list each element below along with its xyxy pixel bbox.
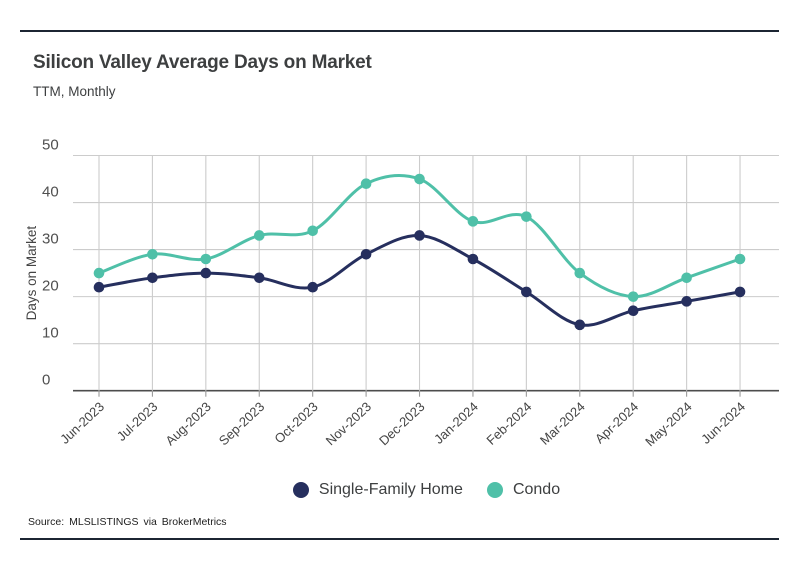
data-point-single-family-home-Aug-2023 [200,267,212,279]
legend-item-condo: Condo [486,481,561,499]
y-tick-label: 20 [42,278,59,295]
data-point-condo-Nov-2023 [360,178,372,190]
data-point-single-family-home-Jul-2023 [147,272,158,284]
data-point-condo-Feb-2024 [521,211,532,222]
legend-item-single-family-home: Single-Family Home [292,481,463,499]
legend-label-condo: Condo [512,481,561,498]
y-tick-label: 40 [42,184,59,201]
data-point-single-family-home-Nov-2023 [360,248,372,260]
data-point-condo-Mar-2024 [574,267,586,279]
x-tick-label: Oct-2023 [271,399,320,446]
legend-dot-condo [486,482,503,498]
data-point-single-family-home-May-2024 [681,296,692,307]
x-tick-label: Jun-2024 [698,399,748,447]
chart-legend: Single-Family Home Condo [73,477,780,503]
x-tick-label: Feb-2024 [483,399,534,448]
y-tick-label: 10 [42,325,59,342]
x-tick-label: Aug-2023 [162,399,213,448]
source-note: Source: MLSLISTINGS via BrokerMetrics [28,516,227,528]
x-tick-label: Mar-2024 [537,399,588,448]
x-tick-label: Jun-2023 [57,399,107,447]
chart-title: Silicon Valley Average Days on Market [33,52,372,73]
y-tick-label: 50 [42,137,59,154]
line-chart: 0 10 20 30 40 50 Jun-2023 Jul-2023 Aug-2023 Sep-2… [24,137,779,449]
data-point-condo-Sep-2023 [253,230,265,241]
x-tick-label: Jul-2023 [114,399,161,444]
data-point-single-family-home-Dec-2023 [414,230,425,241]
data-point-single-family-home-Jun-2024 [734,286,746,298]
x-tick-label: Dec-2023 [376,399,427,448]
data-point-single-family-home-Apr-2024 [627,305,639,317]
legend-label-single-family-home: Single-Family Home [318,481,463,498]
y-tick-label: 0 [42,372,50,389]
y-tick-label: 30 [42,231,59,248]
data-point-condo-Jan-2024 [467,216,479,227]
legend-dot-single-family-home [292,482,309,498]
bottom-divider [20,538,779,540]
x-tick-label: Nov-2023 [323,399,374,448]
data-point-single-family-home-Jun-2023 [93,281,105,293]
data-point-condo-Jun-2024 [734,253,746,265]
data-point-single-family-home-Feb-2024 [521,286,532,298]
data-point-condo-Oct-2023 [307,225,318,237]
data-point-condo-Jul-2023 [147,248,158,260]
x-tick-label: Apr-2024 [592,399,641,446]
data-point-single-family-home-Jan-2024 [467,253,479,265]
data-point-condo-Jun-2023 [93,267,105,279]
y-axis-title: Days on Market [24,226,39,321]
data-point-condo-Apr-2024 [627,291,639,302]
x-tick-label: Jan-2024 [431,399,481,447]
chart-subtitle: TTM, Monthly [33,84,116,99]
x-tick-label: Sep-2023 [216,399,267,448]
data-point-condo-Aug-2023 [200,253,212,265]
data-point-single-family-home-Oct-2023 [307,281,318,293]
data-point-condo-Dec-2023 [414,173,425,185]
data-point-single-family-home-Sep-2023 [253,272,265,284]
top-divider [20,30,779,32]
data-point-condo-May-2024 [681,272,692,284]
data-point-single-family-home-Mar-2024 [574,319,586,331]
x-tick-label: May-2024 [642,399,695,449]
